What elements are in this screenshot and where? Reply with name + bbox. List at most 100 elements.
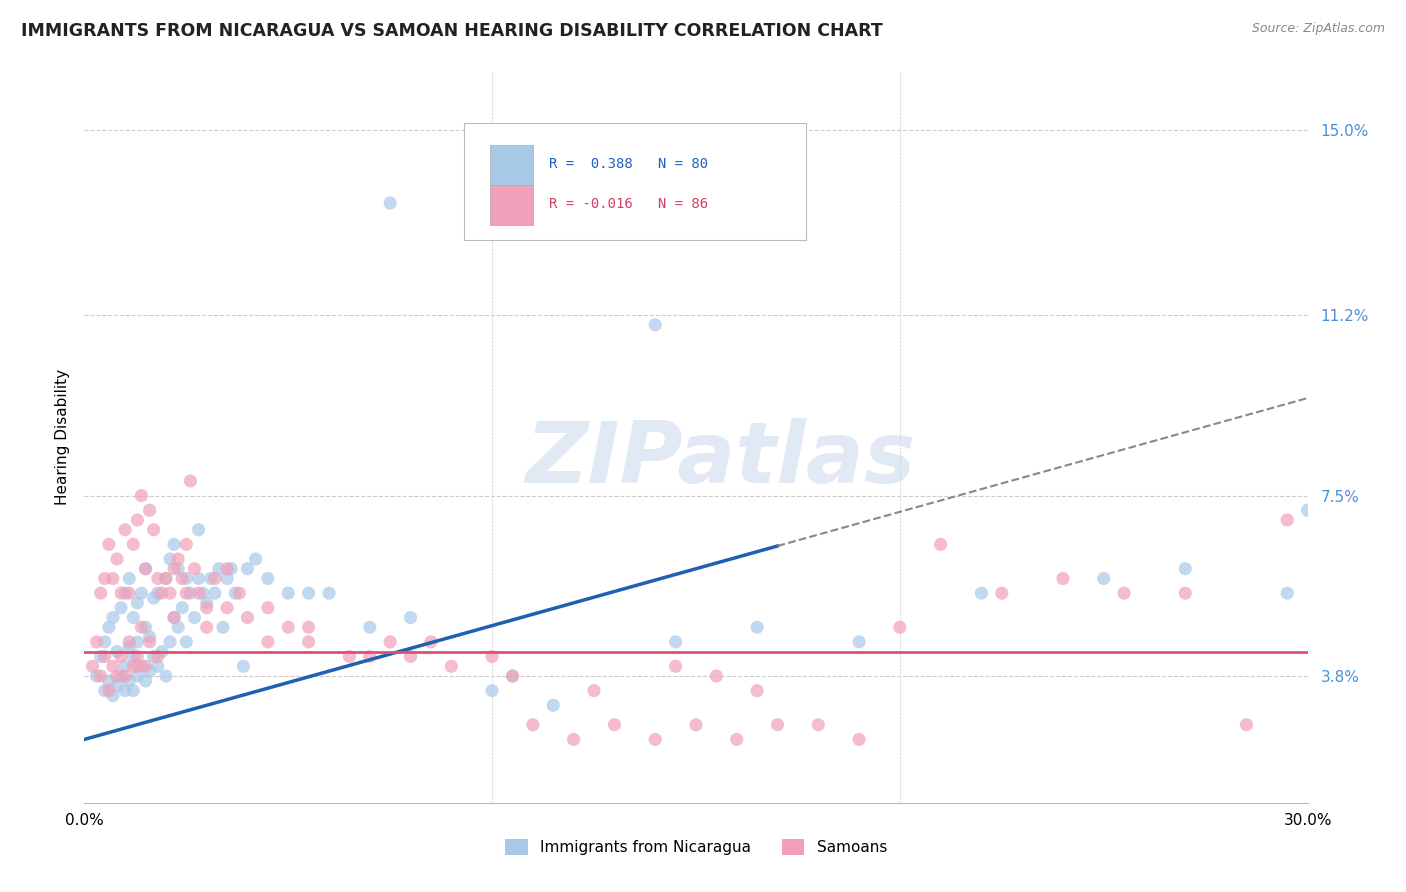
Point [163, 537, 186, 551]
Point [127, 659, 149, 673]
Point [1277, 513, 1299, 527]
Point [219, 562, 242, 576]
Point [127, 513, 149, 527]
Point [502, 669, 524, 683]
Point [236, 562, 259, 576]
Point [146, 586, 169, 600]
Point [93, 683, 115, 698]
Point [706, 669, 728, 683]
Point [183, 562, 205, 576]
Point [1296, 503, 1319, 517]
Point [298, 586, 321, 600]
Point [114, 659, 136, 673]
Point [174, 586, 197, 600]
Point [127, 635, 149, 649]
Point [105, 669, 128, 683]
Point [179, 474, 201, 488]
Point [131, 659, 153, 673]
Point [135, 562, 157, 576]
Point [101, 689, 124, 703]
Point [135, 673, 157, 688]
Point [118, 586, 141, 600]
Point [138, 503, 160, 517]
Point [110, 586, 132, 600]
Point [228, 586, 250, 600]
Point [163, 562, 186, 576]
Point [644, 318, 666, 332]
Point [807, 718, 830, 732]
Point [97, 537, 120, 551]
Point [665, 659, 688, 673]
Point [122, 610, 145, 624]
Point [224, 586, 246, 600]
Point [217, 600, 239, 615]
FancyBboxPatch shape [491, 145, 533, 185]
Text: R = -0.016   N = 86: R = -0.016 N = 86 [550, 197, 709, 211]
Point [1092, 572, 1115, 586]
Point [159, 635, 181, 649]
Point [174, 537, 197, 551]
Point [86, 635, 108, 649]
Point [146, 659, 169, 673]
Point [1174, 562, 1197, 576]
Point [122, 683, 145, 698]
Point [212, 620, 235, 634]
Point [232, 659, 254, 673]
Point [848, 732, 870, 747]
Point [481, 649, 503, 664]
Point [118, 572, 141, 586]
Point [114, 669, 136, 683]
Point [110, 600, 132, 615]
Point [1236, 718, 1258, 732]
Point [562, 732, 585, 747]
Point [101, 572, 124, 586]
Point [725, 732, 748, 747]
Point [543, 698, 565, 713]
Point [766, 718, 789, 732]
Point [127, 669, 149, 683]
Point [114, 523, 136, 537]
Point [131, 586, 153, 600]
Point [208, 562, 231, 576]
Point [146, 649, 169, 664]
Point [200, 572, 222, 586]
Point [179, 586, 201, 600]
Point [245, 552, 267, 566]
Y-axis label: Hearing Disability: Hearing Disability [55, 369, 70, 505]
Point [583, 683, 606, 698]
Point [174, 635, 197, 649]
Point [359, 620, 381, 634]
Point [502, 669, 524, 683]
Point [195, 620, 218, 634]
Point [217, 562, 239, 576]
Point [114, 683, 136, 698]
Point [187, 572, 209, 586]
Point [118, 640, 141, 654]
Point [135, 562, 157, 576]
Point [685, 718, 707, 732]
Point [138, 664, 160, 678]
Point [155, 572, 177, 586]
Point [138, 635, 160, 649]
Point [644, 732, 666, 747]
Point [298, 620, 321, 634]
Point [1114, 586, 1136, 600]
Text: ZIPatlas: ZIPatlas [526, 417, 915, 500]
Point [929, 537, 952, 551]
Point [146, 572, 169, 586]
Point [277, 586, 299, 600]
Point [122, 537, 145, 551]
Point [257, 572, 280, 586]
FancyBboxPatch shape [491, 185, 533, 225]
Point [217, 572, 239, 586]
Point [481, 683, 503, 698]
Point [82, 659, 104, 673]
Point [142, 591, 165, 605]
Point [187, 523, 209, 537]
Point [138, 630, 160, 644]
Point [665, 635, 688, 649]
Point [127, 649, 149, 664]
Point [163, 610, 186, 624]
Point [440, 659, 463, 673]
Point [889, 620, 911, 634]
